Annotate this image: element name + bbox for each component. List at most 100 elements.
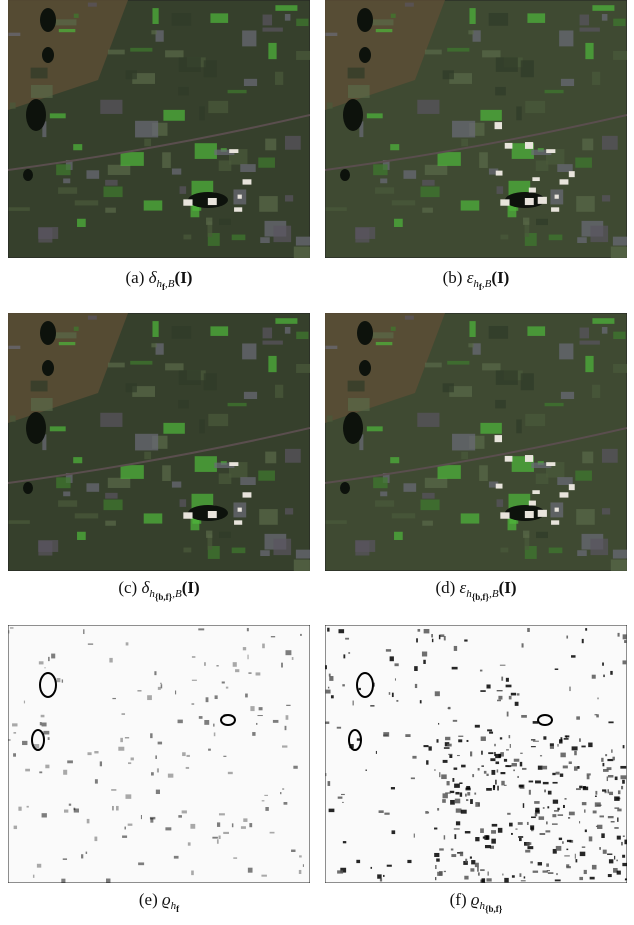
texture [275,72,283,85]
building [500,199,509,205]
caption-subscript: hf [171,900,180,912]
edge-speck [555,668,559,669]
building [229,462,238,466]
texture [380,178,387,183]
edge-speck [608,874,612,877]
texture [447,361,469,365]
edge-speck [533,871,538,873]
building [505,456,513,462]
texture [579,28,599,32]
edge-speck [436,858,440,861]
texture [489,13,508,26]
edge-speck [439,772,440,777]
edge-speck [543,870,548,872]
edge-speck [474,793,476,795]
edge-speck [74,808,79,812]
edge-speck [414,834,415,838]
caption-subsub: {b,f} [155,592,172,602]
edge-speck [454,768,458,770]
edge-speck [444,871,446,872]
texture [130,361,152,365]
edge-speck [138,862,144,865]
edge-speck [623,835,625,837]
edge-speck [589,836,593,841]
edge-speck [131,757,134,760]
edge-speck [611,821,615,822]
texture [536,473,549,484]
edge-speck [475,863,479,867]
texture [265,139,276,151]
edge-speck [384,813,389,815]
texture [108,50,125,55]
edge-speck [337,870,343,873]
edge-speck [623,634,627,639]
edge-speck [506,749,509,750]
edge-speck [546,821,548,824]
edge-speck [161,684,163,688]
edge-speck [572,746,578,750]
building [529,501,536,506]
edge-speck [379,810,384,813]
edge-speck [483,836,485,838]
edge-speck [452,778,454,782]
edge-speck [574,766,578,770]
edge-speck [412,756,416,759]
edge-speck [63,858,67,860]
caption-subscript: hf,B [473,278,491,290]
edge-speck [428,812,429,814]
texture [260,237,270,243]
edge-speck [25,769,30,772]
edge-speck [22,741,27,745]
edge-speck [618,633,620,637]
texture [452,121,475,138]
edge-speck [617,817,618,821]
edge-speck [128,762,131,764]
texture [121,465,144,479]
texture [208,414,228,426]
edge-speck [48,737,50,740]
edge-speck [137,690,141,691]
edge-speck [491,839,496,844]
texture [258,158,275,168]
texture [438,152,461,166]
edge-speck [271,636,275,637]
texture [144,139,151,147]
edge-speck [37,864,41,868]
edge-speck [424,629,430,633]
building [183,512,192,518]
edge-speck [106,879,110,883]
texture [348,381,365,392]
edge-speck [456,821,460,825]
texture [370,332,394,338]
edge-speck [492,824,498,827]
texture [611,560,627,571]
edge-speck [151,772,154,775]
edge-speck [261,875,266,877]
texture [162,465,171,481]
edge-speck [523,803,524,808]
edge-speck [574,751,577,755]
texture [195,143,217,159]
edge-speck [481,751,483,755]
edge-speck [192,680,197,681]
edge-speck [566,849,568,850]
edge-speck [478,872,480,875]
texture [152,321,158,337]
edge-speck [501,677,503,681]
edge-speck [543,782,549,784]
edge-speck [128,824,133,826]
edge-speck [530,861,533,863]
edge-speck [447,781,450,785]
edge-speck [435,691,440,696]
edge-speck [515,828,517,829]
edge-speck [563,766,568,769]
edge-speck [490,758,495,761]
building [238,508,242,512]
texture [461,139,468,147]
edge-speck [226,687,228,689]
edge-speck [282,745,287,747]
texture [390,457,399,463]
edge-speck [88,643,93,644]
edge-speck [543,807,545,809]
edge-speck [625,878,627,880]
